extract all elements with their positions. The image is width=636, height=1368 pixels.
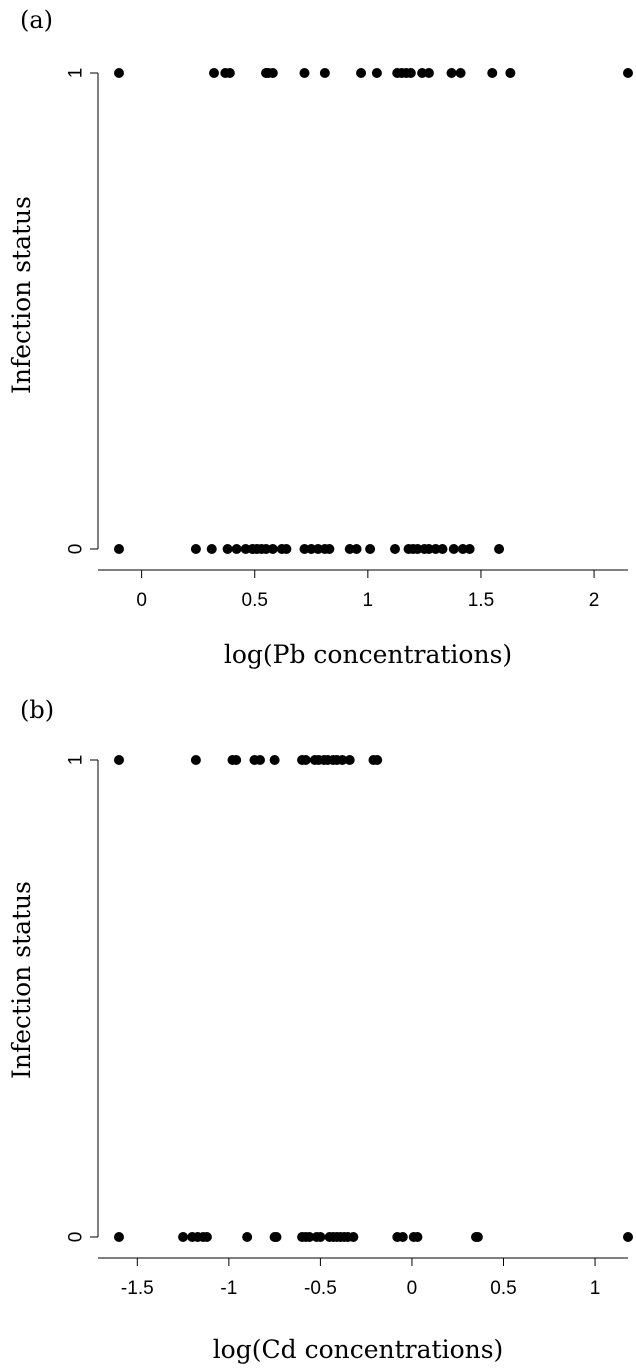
panel-a-data-point [505,68,516,78]
panel-b-data-point [271,1232,282,1242]
panel-b-data-point [372,755,383,765]
panel-a-data-point [114,68,124,78]
panel-b-data-point [190,755,201,765]
panel-a-data-point [623,68,633,78]
panel-a-data-point [365,544,376,554]
panel-a-data-point [405,68,416,78]
panel-a-y-ticks: 01 [66,68,98,555]
panel-a-data-point [487,68,498,78]
panel-a-data-point [222,544,233,554]
panel-b-label: (b) [20,696,54,724]
panel-a-x-tick-label: 0.5 [242,590,268,611]
panel-a-data-point [356,68,367,78]
panel-b-data-point [231,755,242,765]
panel-a-data-point [114,544,124,554]
panel-a-x-tick-label: 1 [363,590,374,611]
panel-b-y-tick-label: 0 [66,1232,87,1243]
panel-a-y-tick-label: 0 [66,544,87,555]
panel-a-data-point [324,544,335,554]
panel-b: (b) Infection status log(Cd concentratio… [7,696,633,1364]
panel-b-data-point [300,755,311,765]
panel-a-data-point [494,544,505,554]
panel-b-data-point [412,1232,423,1242]
panel-b-x-tick-label: -1 [220,1278,237,1299]
panel-a-data-point [448,544,459,554]
panel-b-data-point [348,1232,359,1242]
panel-a-data-point [224,68,235,78]
panel-b-data-point [178,1232,189,1242]
panel-b-points [114,755,633,1242]
panel-b-data-point [269,755,280,765]
panel-a-data-point [423,68,434,78]
panel-b-x-tick-label: 1 [590,1278,601,1299]
panel-b-x-ticks: -1.5 -1 -0.5 0 0.5 1 [121,1258,600,1299]
panel-b-data-point [242,1232,253,1242]
panel-b-data-point [315,1232,326,1242]
panel-a-data-point [267,544,278,554]
panel-a-data-point [389,544,400,554]
panel-b-data-point [344,755,355,765]
panel-a-data-point [351,544,362,554]
panel-b-x-tick-label: -1.5 [121,1278,154,1299]
panel-a-x-tick-label: 2 [589,590,600,611]
panel-b-data-point [304,1232,315,1242]
panel-b-data-point [623,1232,633,1242]
panel-a-data-point [281,544,292,554]
panel-b-data-point [201,1232,212,1242]
panel-a-data-point [209,68,220,78]
panel-b-data-point [397,1232,408,1242]
panel-b-data-point [254,755,265,765]
panel-b-data-point [472,1232,483,1242]
panel-a-data-point [455,68,466,78]
panel-b-y-ticks: 01 [66,755,98,1243]
panel-a-x-tick-label: 1.5 [468,590,494,611]
panel-a-data-point [267,68,278,78]
panel-a-data-point [319,68,330,78]
panel-a-data-point [190,544,201,554]
panel-a-y-tick-label: 1 [66,68,87,79]
panel-a-data-point [231,544,242,554]
panel-b-data-point [114,755,124,765]
panel-a-data-point [206,544,217,554]
panel-a-data-point [371,68,382,78]
panel-a-data-point [437,544,448,554]
panel-b-data-point [114,1232,124,1242]
panel-a-y-axis-title: Infection status [7,196,36,394]
panel-a-x-axis-title: log(Pb concentrations) [224,640,512,669]
panel-b-x-tick-label: -0.5 [304,1278,337,1299]
panel-a-x-ticks: 0 0.5 1 1.5 2 [136,570,599,611]
panel-a-label: (a) [20,6,53,34]
panel-a-data-point [446,68,457,78]
panel-b-y-axis-title: Infection status [7,881,36,1079]
panel-a-points [114,68,633,554]
panel-a: (a) Infection status log(Pb concentratio… [7,6,633,669]
panel-a-data-point [464,544,475,554]
panel-b-y-tick-label: 1 [66,755,87,766]
panel-b-x-axis-title: log(Cd concentrations) [213,1335,504,1364]
panel-b-x-tick-label: 0.5 [490,1278,516,1299]
panel-a-x-tick-label: 0 [136,590,147,611]
panel-b-data-point [337,755,348,765]
panel-b-x-tick-label: 0 [407,1278,418,1299]
panel-a-data-point [299,68,310,78]
